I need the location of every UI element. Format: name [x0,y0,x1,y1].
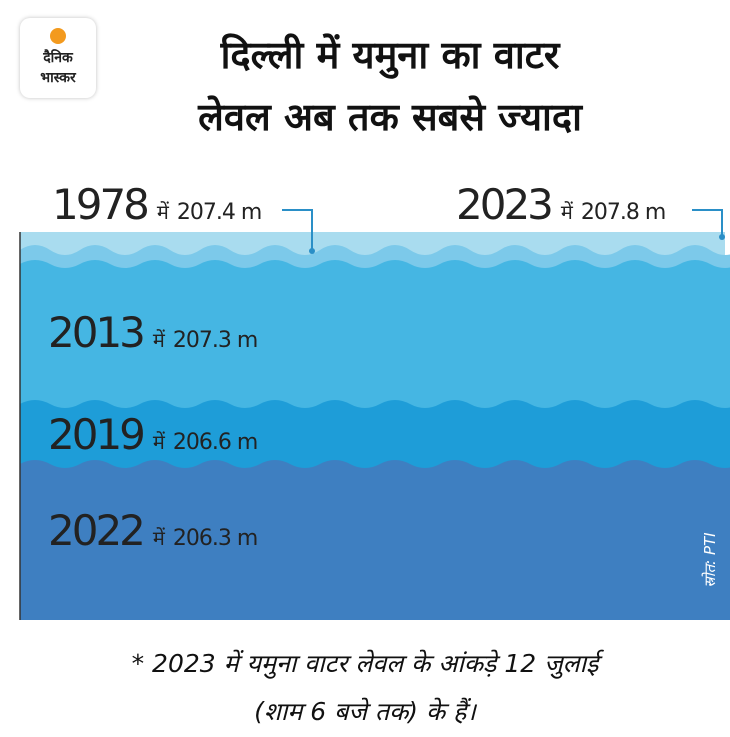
year: 1978 [52,180,150,229]
word: में [560,200,573,224]
year: 2023 [456,180,554,229]
word: में [156,200,169,224]
source: स्रोत: PTI [701,532,719,588]
word: में [152,526,165,550]
band-2022 [20,460,730,620]
leader-dot [719,234,725,240]
level-label: 2013 में 207.3 m [48,308,258,357]
footnote-line: (शाम 6 बजे तक) के हैं। [254,697,476,726]
level-label: 1978 में 207.4 m [52,180,262,229]
logo-text: दैनिक [43,50,73,66]
logo: दैनिक भास्कर [20,18,96,98]
level-value: 206.6 m [172,430,258,455]
year: 2019 [48,410,146,459]
level-label: 2023 में 207.8 m [456,180,666,229]
leader-dot [309,248,315,254]
level-value: 207.8 m [580,200,666,225]
logo-text: भास्कर [40,70,76,86]
title-line: दिल्ली में यमुना का वाटर [220,33,560,77]
leader [282,209,313,250]
level-value: 207.4 m [176,200,262,225]
footnote-line: * 2023 में यमुना वाटर लेवल के आंकड़े 12 … [131,649,599,678]
level-label: 2022 में 206.3 m [48,506,258,555]
level-label: 2019 में 206.6 m [48,410,258,459]
word: में [152,328,165,352]
year: 2013 [48,308,146,357]
leader [692,209,723,236]
title-line: लेवल अब तक सबसे ज्यादा [198,95,582,139]
level-value: 207.3 m [172,328,258,353]
year: 2022 [48,506,146,555]
word: में [152,430,165,454]
level-value: 206.3 m [172,526,258,551]
logo-sun [50,28,66,44]
